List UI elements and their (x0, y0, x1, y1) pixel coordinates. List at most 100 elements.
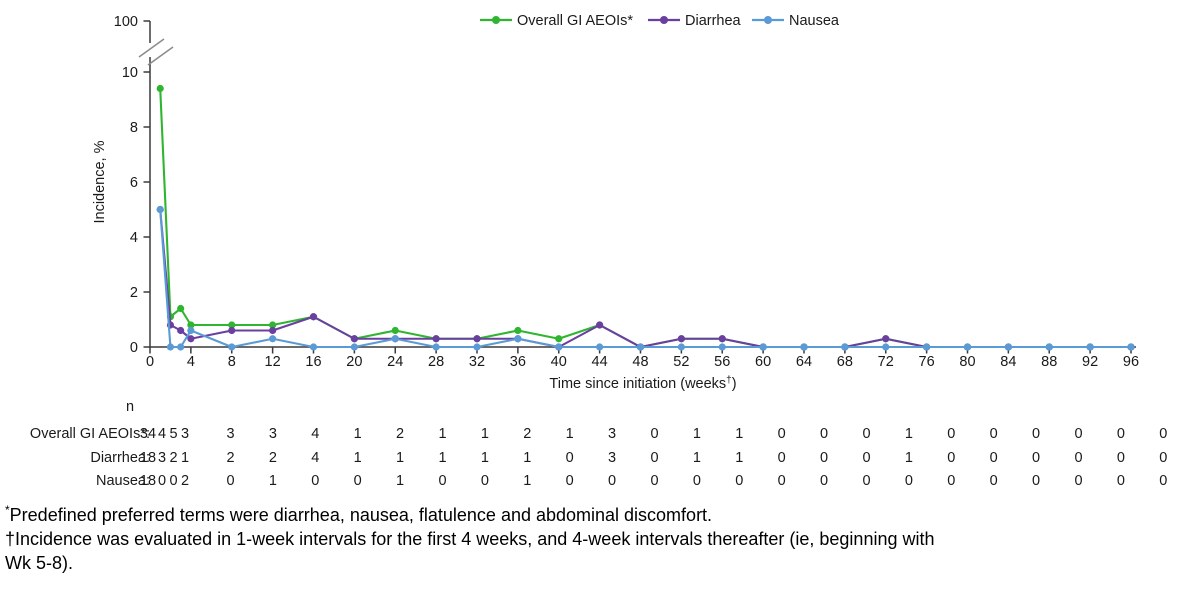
n-value: 0 (650, 426, 659, 442)
data-point (596, 343, 604, 351)
n-value: 0 (1032, 473, 1041, 489)
n-value: 1 (735, 450, 744, 466)
n-value: 5 (169, 426, 178, 442)
y-tick-label: 6 (130, 175, 138, 191)
data-point (718, 343, 726, 351)
legend-marker-1 (492, 16, 500, 24)
n-value: 0 (1116, 426, 1125, 442)
data-point (636, 343, 645, 351)
data-point (963, 343, 972, 351)
footnote-predefined-terms-text: Predefined preferred terms were diarrhea… (9, 505, 713, 525)
n-value: 0 (1032, 426, 1041, 442)
legend-marker-2 (660, 16, 668, 24)
x-tick-label: 76 (919, 354, 935, 370)
footnotes: *Predefined preferred terms were diarrhe… (5, 498, 1185, 575)
n-value: 1 (438, 450, 447, 466)
n-value: 18 (139, 450, 157, 466)
n-value: 0 (311, 473, 320, 489)
data-point (1045, 343, 1053, 351)
data-point (841, 343, 849, 351)
n-value: 1 (904, 450, 913, 466)
n-value: 1 (438, 426, 447, 442)
data-point (156, 84, 164, 93)
n-value: 0 (777, 473, 786, 489)
n-table-header: n (126, 399, 135, 415)
n-value: 0 (862, 473, 871, 489)
n-value: 0 (1074, 473, 1083, 489)
n-value: 0 (565, 473, 574, 489)
axis-break-slash-1 (138, 38, 165, 58)
n-value: 0 (1159, 473, 1168, 489)
x-tick-label: 32 (469, 354, 485, 370)
footnote-intervals: †Incidence was evaluated in 1-week inter… (5, 527, 1185, 575)
n-value: 3 (226, 426, 235, 442)
n-value: 0 (820, 473, 829, 489)
series-line-3 (159, 209, 1132, 349)
y-tick-label: 4 (130, 230, 138, 246)
n-value: 3 (268, 426, 277, 442)
x-tick-label: 56 (714, 354, 730, 370)
n-value: 1 (353, 450, 362, 466)
n-value: 0 (1074, 450, 1083, 466)
n-value: 1 (904, 426, 913, 442)
data-point (187, 335, 195, 343)
x-tick-label: 68 (837, 354, 853, 370)
data-point (309, 313, 318, 321)
n-value: 1 (396, 473, 405, 489)
x-tick-label: 92 (1082, 354, 1098, 370)
x-tick-label: 60 (755, 354, 771, 370)
n-value: 34 (139, 426, 157, 442)
n-row-label: Overall GI AEOIs*: (29, 426, 150, 442)
n-value: 0 (650, 473, 659, 489)
x-tick-label: 64 (796, 354, 812, 370)
n-value: 0 (1074, 426, 1083, 442)
x-tick-label: 96 (1123, 354, 1139, 370)
data-point (269, 326, 277, 335)
data-point (596, 321, 604, 329)
n-value: 3 (157, 450, 167, 466)
data-point (432, 343, 440, 351)
n-value: 0 (947, 473, 956, 489)
series-line-2 (159, 209, 1132, 349)
n-table-row: Overall GI AEOIs*: 34 4 5 3 3 3 4 1 2 1 1 2 1 3 0 1 1 0 0 0 1… (0, 426, 1200, 444)
n-value: 0 (1032, 450, 1041, 466)
data-point (1127, 343, 1135, 351)
n-value: 0 (989, 426, 998, 442)
legend-marker-3 (764, 16, 772, 24)
legend-label-3: Nausea (789, 13, 840, 29)
n-value: 2 (169, 450, 178, 466)
x-tick-label: 20 (346, 354, 362, 370)
x-tick-label: 24 (387, 354, 403, 370)
data-point (187, 326, 195, 335)
x-tick-label: 0 (146, 354, 154, 370)
x-tick-label: 44 (592, 354, 608, 370)
n-value: 1 (268, 473, 277, 489)
data-point (269, 335, 277, 343)
n-value: 1 (353, 426, 362, 442)
data-point (166, 343, 175, 351)
data-point (1004, 343, 1012, 351)
n-value: 0 (989, 450, 998, 466)
data-point (228, 326, 236, 335)
x-tick-label: 28 (428, 354, 444, 370)
data-point (228, 321, 236, 329)
n-value: 0 (1116, 450, 1125, 466)
n-value: 1 (180, 450, 190, 466)
data-point (677, 335, 685, 343)
n-value: 1 (692, 426, 701, 442)
x-tick-label: 8 (228, 354, 236, 370)
n-value: 3 (180, 426, 190, 442)
n-value: 0 (947, 426, 956, 442)
data-point (350, 343, 358, 351)
data-point (269, 321, 277, 329)
data-point (177, 343, 185, 351)
data-point (800, 343, 808, 351)
y-tick-label: 0 (130, 340, 138, 356)
n-row-label: Nausea: (95, 473, 150, 489)
n-value: 0 (777, 450, 786, 466)
footnote-predefined-terms: *Predefined preferred terms were diarrhe… (5, 498, 1185, 527)
y-tick-label-100: 100 (114, 14, 138, 30)
x-axis-title: Time since initiation (weeks†) (549, 375, 736, 392)
n-value: 0 (904, 473, 913, 489)
